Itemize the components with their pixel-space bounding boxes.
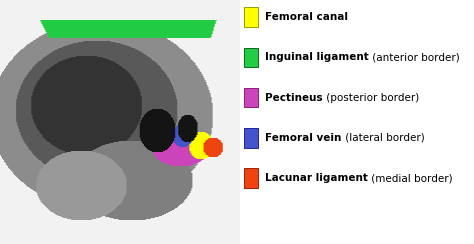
- Text: (medial border): (medial border): [368, 173, 453, 183]
- Text: Pectineus: Pectineus: [265, 93, 323, 102]
- Text: (anterior border): (anterior border): [369, 52, 460, 62]
- Text: Inguinal ligament: Inguinal ligament: [265, 52, 369, 62]
- Text: (lateral border): (lateral border): [342, 133, 425, 143]
- Bar: [244, 48, 258, 67]
- Bar: [244, 168, 258, 188]
- Text: (posterior border): (posterior border): [323, 93, 419, 102]
- Text: Femoral vein: Femoral vein: [265, 133, 342, 143]
- Bar: [244, 88, 258, 107]
- Bar: [244, 7, 258, 27]
- Bar: [244, 128, 258, 148]
- Text: Femoral canal: Femoral canal: [265, 12, 348, 22]
- Text: Lacunar ligament: Lacunar ligament: [265, 173, 368, 183]
